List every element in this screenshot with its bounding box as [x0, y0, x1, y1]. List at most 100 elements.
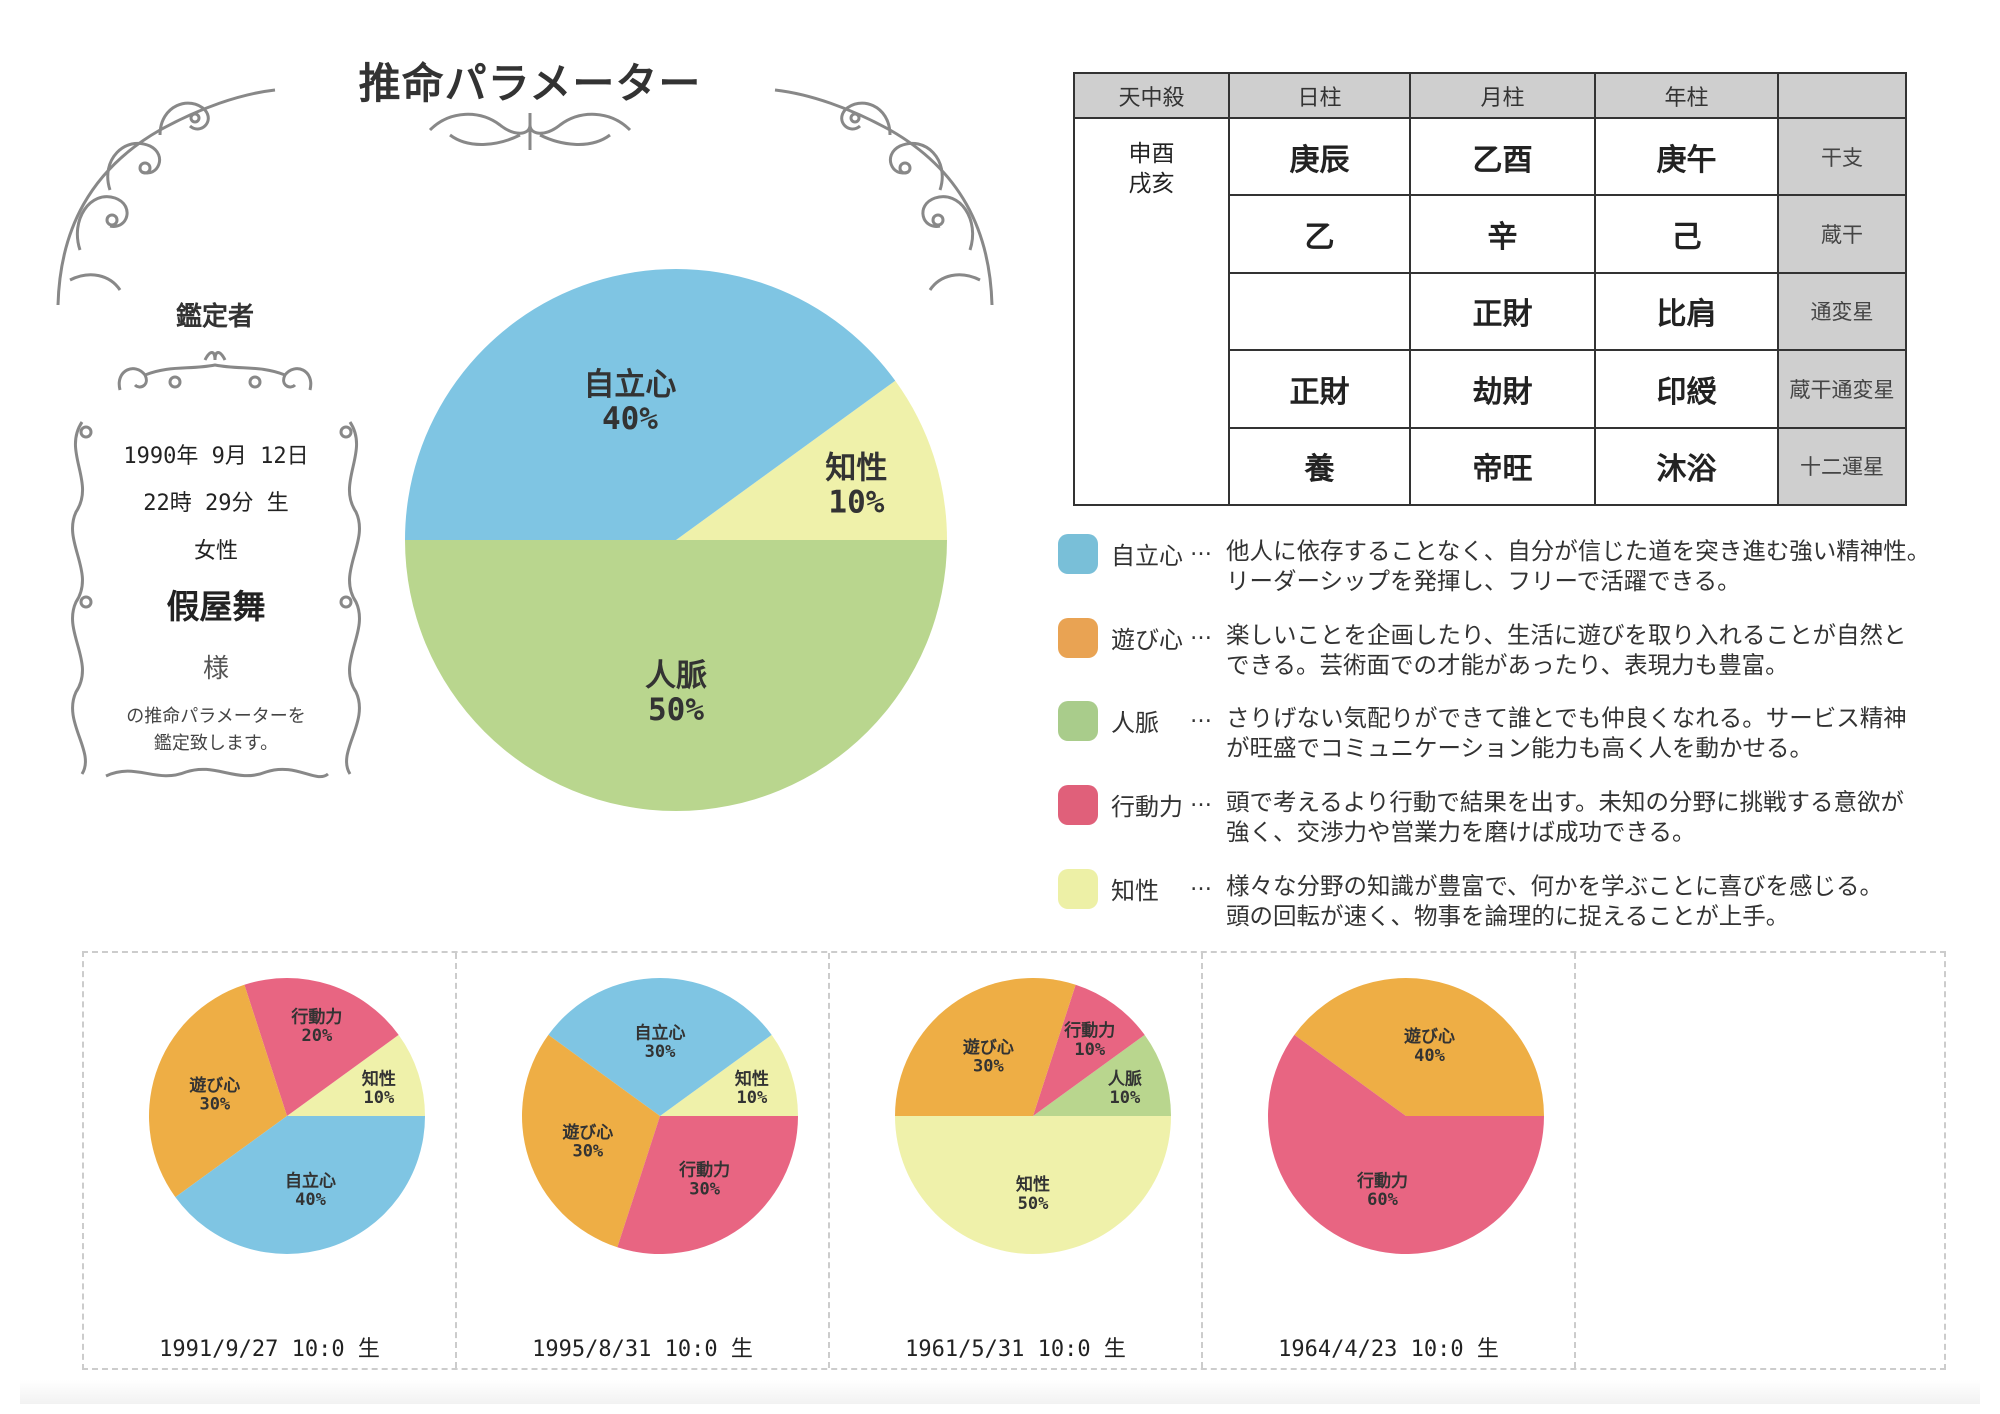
legend-description-line: 強く、交渉力や営業力を磨けば成功できる。 [1226, 818, 1696, 846]
pie-slice-percent: 20% [301, 1026, 332, 1046]
note-line-2: 鑑定致します。 [153, 733, 279, 754]
pie-slice-label: 人脈 [1108, 1068, 1142, 1089]
profile-frame [71, 421, 361, 779]
legend-description-line: 頭で考えるより行動で結果を出す。未知の分野に挑戦する意欲が [1226, 788, 1904, 816]
comparison-cell: 知性 10% 自立心 30% 遊び心 30% 行動力 30% 1995/8/31 10:0 生 [457, 953, 830, 1368]
legend-description: 様々な分野の知識が豊富で、何かを学ぶことに喜びを感じる。 頭の回転が速く、物事を論… [1226, 871, 1966, 931]
legend-description: 楽しいことを企画したり、生活に遊びを取り入れることが自然と できる。芸術面での才能… [1226, 620, 1966, 680]
table-cell [1228, 271, 1411, 352]
pie-slice [1268, 1034, 1544, 1254]
pie-slice [405, 540, 947, 811]
corner-ornament-right [774, 88, 994, 306]
comparison-cell: 知性 10% 行動力 20% 遊び心 30% 自立心 40% 1991/9/27 10:0 生 [84, 953, 457, 1368]
legend-ellipsis: … [1190, 620, 1212, 645]
four-pillars-table: 天中殺 日柱 月柱 年柱 申酉 戌亥 庚辰 乙酉 庚午 干支 乙 辛 己 蔵干 … [1073, 72, 1907, 507]
row-label: 通変星 [1777, 271, 1907, 352]
pie-slice-label: 遊び心 [562, 1122, 613, 1143]
pie-slice [895, 1116, 1171, 1254]
header-month-pillar: 月柱 [1409, 72, 1596, 119]
legend-item: 自立心 … 他人に依存することなく、自分が信じた道を突き進む強い精神性。 リーダーシッ… [1058, 534, 1958, 604]
tenchusatsu-line-1: 申酉 [1128, 141, 1175, 167]
birth-time: 22時 29分 生 [143, 491, 289, 516]
comparison-caption: 1991/9/27 10:0 生 [159, 1337, 380, 1362]
legend-description-line: リーダーシップを発揮し、フリーで活躍できる。 [1226, 567, 1741, 595]
comparison-cell: 人脈 10% 行動力 10% 遊び心 30% 知性 50% 1961/5/31 10:0 生 [830, 953, 1203, 1368]
table-cell: 己 [1594, 194, 1779, 274]
legend-item: 知性 … 様々な分野の知識が豊富で、何かを学ぶことに喜びを感じる。 頭の回転が速く、物… [1058, 869, 1958, 939]
comparison-caption: 1961/5/31 10:0 生 [905, 1337, 1126, 1362]
legend-swatch [1058, 785, 1098, 825]
pie-slice [548, 978, 772, 1116]
page-bottom-edge [20, 1380, 1980, 1404]
legend-label: 人脈 [1111, 709, 1159, 737]
pie-slice-label: 知性 [825, 450, 887, 486]
legend-description: 頭で考えるより行動で結果を出す。未知の分野に挑戦する意欲が 強く、交渉力や営業力を… [1226, 787, 1966, 847]
comparison-charts-panel: 知性 10% 行動力 20% 遊び心 30% 自立心 40% 1991/9/27 10:0 生… [82, 951, 1946, 1370]
client-name: 假屋舞 [166, 587, 266, 626]
tenchusatsu-cell: 申酉 戌亥 [1073, 117, 1230, 506]
pie-slice-percent: 60% [1367, 1190, 1398, 1210]
pie-slice [244, 978, 399, 1116]
legend-item: 遊び心 … 楽しいことを企画したり、生活に遊びを取り入れることが自然と できる。芸術面… [1058, 618, 1958, 688]
table-cell: 正財 [1228, 349, 1411, 429]
pie-slice-percent: 40% [1414, 1046, 1445, 1066]
table-cell: 乙 [1228, 194, 1411, 274]
pie-slice-label: 知性 [734, 1068, 769, 1089]
table-header-row: 天中殺 日柱 月柱 年柱 [1073, 72, 1907, 119]
legend-item: 人脈 … さりげない気配りができて誰とでも仲良くなれる。サービス精神 が旺盛でコミュニ… [1058, 701, 1958, 771]
pie-slice-label: 遊び心 [1404, 1026, 1455, 1047]
pie-slice [287, 1034, 425, 1116]
pie-slice-percent: 50% [1018, 1194, 1049, 1214]
pie-slice-label: 行動力 [1356, 1170, 1408, 1191]
table-cell: 劫財 [1409, 349, 1596, 429]
legend-label: 遊び心 [1111, 626, 1183, 654]
pie-slice-percent: 40% [602, 401, 658, 437]
header-row-labels [1777, 72, 1907, 119]
table-cell: 正財 [1409, 271, 1596, 352]
pie-slice-label: 自立心 [583, 367, 676, 403]
legend-description-line: が旺盛でコミュニケーション能力も高く人を動かせる。 [1226, 734, 1814, 762]
pie-slice-percent: 10% [828, 484, 884, 520]
table-cell: 庚辰 [1228, 116, 1411, 197]
pie-slice [1033, 1034, 1171, 1116]
comparison-caption: 1964/4/23 10:0 生 [1278, 1337, 1499, 1362]
row-label: 干支 [1777, 116, 1907, 197]
table-cell: 乙酉 [1409, 116, 1596, 197]
table-row: 申酉 戌亥 庚辰 乙酉 庚午 干支 [1073, 116, 1907, 506]
page-title: 推命パラメーター [358, 59, 702, 108]
pie-slice-label: 自立心 [635, 1022, 686, 1043]
pie-slice [617, 1116, 798, 1254]
table-cell: 印綬 [1594, 349, 1779, 429]
comparison-cell-empty [1576, 953, 1946, 1368]
pie-slice-percent: 30% [689, 1179, 720, 1199]
header-tenchusatsu: 天中殺 [1073, 72, 1230, 119]
table-cell: 帝旺 [1409, 426, 1596, 507]
legend-swatch [1058, 618, 1098, 658]
pie-slice [405, 268, 896, 540]
comparison-cell: 遊び心 40% 行動力 60% 1964/4/23 10:0 生 [1203, 953, 1576, 1368]
table-row: 養 帝旺 沐浴 十二運星 [1074, 426, 1907, 507]
pie-slice-label: 遊び心 [189, 1075, 240, 1096]
birth-date: 1990年 9月 12日 [123, 444, 309, 469]
pie-slice-percent: 10% [1110, 1088, 1141, 1108]
legend-description-line: 様々な分野の知識が豊富で、何かを学ぶことに喜びを感じる。 [1226, 872, 1884, 900]
pie-slice-percent: 10% [364, 1088, 395, 1108]
pie-slice-label: 遊び心 [963, 1037, 1014, 1058]
table-row: 正財 比肩 通変星 [1074, 271, 1907, 352]
legend-description-line: 他人に依存することなく、自分が信じた道を突き進む強い精神性。 [1226, 537, 1931, 565]
header-year-pillar: 年柱 [1594, 72, 1779, 119]
note-line-1: の推命パラメーターを [126, 706, 306, 727]
pie-slice [895, 978, 1076, 1116]
legend-ellipsis: … [1190, 536, 1212, 561]
gender: 女性 [193, 539, 238, 564]
pie-slice [149, 984, 287, 1198]
pie-slice [676, 380, 947, 540]
table-cell: 庚午 [1594, 116, 1779, 197]
pie-slice-label: 行動力 [290, 1006, 342, 1027]
legend-ellipsis: … [1190, 871, 1212, 896]
pie-slice-label: 知性 [1015, 1174, 1050, 1195]
legend-swatch [1058, 534, 1098, 574]
appraiser-heading: 鑑定者 [175, 302, 254, 332]
